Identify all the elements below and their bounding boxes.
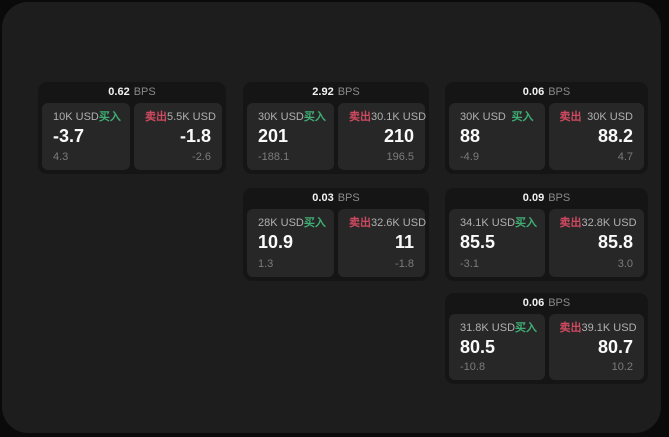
buy-sub-value: -188.1 — [258, 151, 290, 163]
sell-sub-value: -1.8 — [395, 258, 414, 270]
sell-amount: 30K USD — [587, 111, 633, 123]
sell-side-label: 卖出 — [559, 217, 582, 229]
sell-tile[interactable]: 卖出 30K USD 88.2 4.7 — [548, 103, 644, 170]
card-body: 34.1K USD 买入 85.5 -3.1 卖出 32.8K USD 85.8… — [445, 209, 648, 281]
sell-tile[interactable]: 卖出 30.1K USD 210 196.5 — [338, 103, 427, 170]
card-header: 0.09 BPS — [445, 188, 648, 209]
sell-amount: 32.6K USD — [371, 217, 427, 229]
buy-tile[interactable]: 31.8K USD 买入 80.5 -10.8 — [449, 314, 545, 380]
quote-card-6: 0.06 BPS 31.8K USD 买入 80.5 -10.8 卖出 39.1… — [445, 293, 648, 384]
buy-tile[interactable]: 10K USD 买入 -3.7 4.3 — [42, 103, 130, 170]
card-body: 30K USD 买入 88 -4.9 卖出 30K USD 88.2 4.7 — [445, 103, 648, 174]
bps-unit-label: BPS — [337, 192, 360, 204]
buy-price: -3.7 — [53, 126, 85, 146]
quote-card-1: 0.62 BPS 10K USD 买入 -3.7 4.3 卖出 5.5K USD… — [38, 82, 226, 174]
buy-sub-value: -4.9 — [460, 151, 479, 163]
quote-card-3: 0.06 BPS 30K USD 买入 88 -4.9 卖出 30K USD 8… — [445, 82, 648, 174]
bps-value: 0.62 — [108, 86, 130, 98]
card-body: 10K USD 买入 -3.7 4.3 卖出 5.5K USD -1.8 -2.… — [38, 103, 226, 174]
quote-card-2: 2.92 BPS 30K USD 买入 201 -188.1 卖出 30.1K … — [243, 82, 429, 174]
buy-amount: 10K USD — [53, 111, 99, 123]
sell-tile[interactable]: 卖出 39.1K USD 80.7 10.2 — [548, 314, 644, 380]
buy-side-label: 买入 — [303, 111, 326, 123]
buy-price: 85.5 — [460, 232, 496, 252]
bps-unit-label: BPS — [548, 192, 571, 204]
sell-side-label: 卖出 — [559, 322, 582, 334]
buy-side-label: 买入 — [515, 217, 538, 229]
sell-amount: 5.5K USD — [167, 111, 216, 123]
buy-price: 88 — [460, 126, 481, 146]
card-body: 30K USD 买入 201 -188.1 卖出 30.1K USD 210 1… — [243, 103, 429, 174]
card-header: 2.92 BPS — [243, 82, 429, 103]
sell-amount: 32.8K USD — [581, 217, 637, 229]
buy-sub-value: -3.1 — [460, 258, 479, 270]
sell-side-label: 卖出 — [559, 111, 582, 123]
bps-unit-label: BPS — [133, 86, 156, 98]
buy-side-label: 买入 — [98, 111, 121, 123]
card-header: 0.06 BPS — [445, 293, 648, 314]
buy-amount: 28K USD — [258, 217, 304, 229]
sell-price: 80.7 — [597, 337, 633, 357]
sell-side-label: 卖出 — [145, 111, 167, 123]
buy-sub-value: 4.3 — [53, 151, 69, 163]
buy-sub-value: 1.3 — [258, 258, 274, 270]
buy-sub-value: -10.8 — [460, 361, 486, 373]
bps-unit-label: BPS — [548, 86, 571, 98]
buy-amount: 34.1K USD — [460, 217, 516, 229]
sell-amount: 39.1K USD — [581, 322, 637, 334]
sell-sub-value: 4.7 — [617, 151, 633, 163]
card-body: 28K USD 买入 10.9 1.3 卖出 32.6K USD 11 -1.8 — [243, 209, 429, 281]
bps-value: 0.06 — [522, 86, 545, 98]
sell-tile[interactable]: 卖出 32.8K USD 85.8 3.0 — [548, 209, 644, 277]
sell-amount: 30.1K USD — [371, 111, 427, 123]
buy-amount: 30K USD — [258, 111, 304, 123]
buy-tile[interactable]: 30K USD 买入 88 -4.9 — [449, 103, 545, 170]
buy-tile[interactable]: 34.1K USD 买入 85.5 -3.1 — [449, 209, 545, 277]
card-body: 31.8K USD 买入 80.5 -10.8 卖出 39.1K USD 80.… — [445, 314, 648, 384]
card-header: 0.03 BPS — [243, 188, 429, 209]
sell-sub-value: -2.6 — [192, 151, 211, 163]
card-header: 0.06 BPS — [445, 82, 648, 103]
bps-unit-label: BPS — [337, 86, 360, 98]
bps-value: 2.92 — [312, 86, 334, 98]
sell-price: 85.8 — [597, 232, 633, 252]
sell-tile[interactable]: 卖出 32.6K USD 11 -1.8 — [338, 209, 427, 277]
buy-side-label: 买入 — [511, 111, 534, 123]
card-header: 0.62 BPS — [38, 82, 226, 103]
buy-price: 10.9 — [258, 232, 294, 252]
bps-value: 0.03 — [312, 192, 334, 204]
bps-value: 0.09 — [522, 192, 545, 204]
sell-side-label: 卖出 — [349, 111, 371, 123]
buy-price: 80.5 — [460, 337, 496, 357]
buy-side-label: 买入 — [515, 322, 538, 334]
sell-sub-value: 3.0 — [617, 258, 633, 270]
quote-card-4: 0.03 BPS 28K USD 买入 10.9 1.3 卖出 32.6K US… — [243, 188, 429, 281]
bps-value: 0.06 — [522, 297, 545, 309]
sell-sub-value: 10.2 — [611, 361, 633, 373]
sell-price: -1.8 — [179, 126, 211, 146]
sell-price: 88.2 — [597, 126, 633, 146]
quote-card-5: 0.09 BPS 34.1K USD 买入 85.5 -3.1 卖出 32.8K… — [445, 188, 648, 281]
sell-sub-value: 196.5 — [386, 151, 414, 163]
buy-tile[interactable]: 30K USD 买入 201 -188.1 — [247, 103, 334, 170]
bps-unit-label: BPS — [548, 297, 571, 309]
buy-side-label: 买入 — [303, 217, 326, 229]
buy-price: 201 — [258, 126, 289, 146]
sell-tile[interactable]: 卖出 5.5K USD -1.8 -2.6 — [134, 103, 222, 170]
sell-price: 11 — [394, 232, 414, 252]
sell-price: 210 — [383, 126, 414, 146]
sell-side-label: 卖出 — [349, 217, 371, 229]
buy-tile[interactable]: 28K USD 买入 10.9 1.3 — [247, 209, 334, 277]
buy-amount: 31.8K USD — [460, 322, 516, 334]
buy-amount: 30K USD — [460, 111, 506, 123]
